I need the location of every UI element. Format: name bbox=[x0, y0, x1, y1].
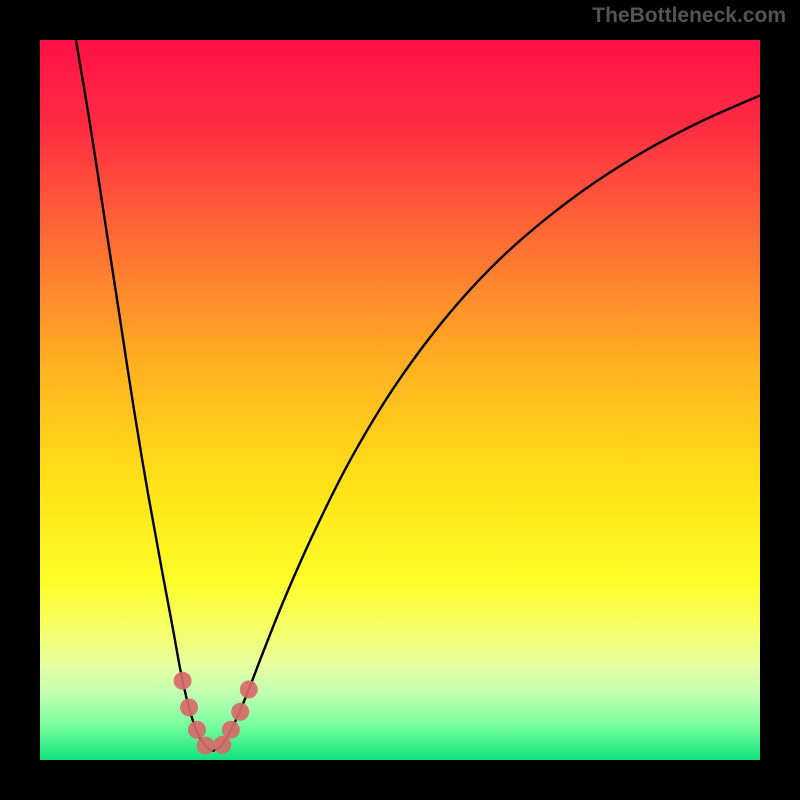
watermark-text: TheBottleneck.com bbox=[592, 4, 786, 28]
plot-area bbox=[40, 40, 760, 760]
chart-stage: TheBottleneck.com bbox=[0, 0, 800, 800]
plot-background-gradient bbox=[40, 40, 760, 760]
